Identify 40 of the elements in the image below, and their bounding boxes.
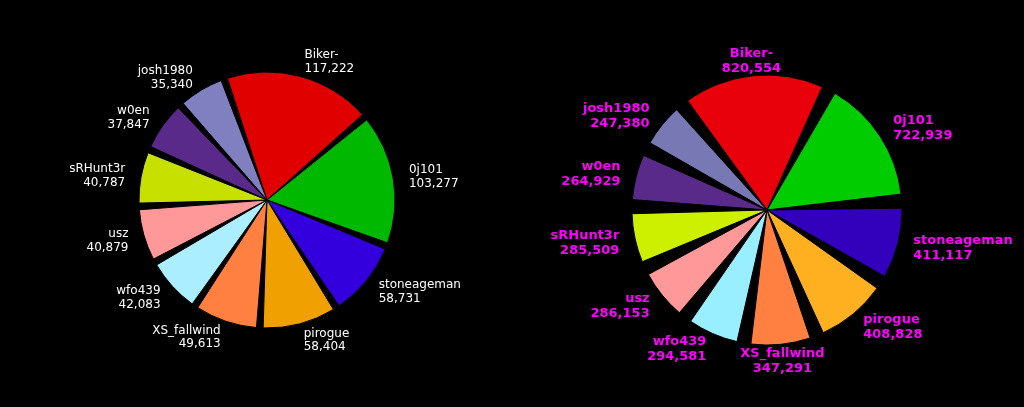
data-label: 820,554 (721, 59, 782, 75)
data-label: 42,083 (118, 297, 161, 312)
slice-label: w0en (581, 158, 621, 174)
slice-label: XS_fallwind (152, 322, 221, 337)
data-label: 103,277 (408, 176, 459, 191)
slice-label: Biker- (729, 44, 774, 60)
data-label: 294,581 (647, 348, 707, 364)
data-label: 285,509 (560, 241, 620, 257)
slice-label: pirogue (863, 311, 920, 327)
data-label: 37,847 (107, 116, 150, 131)
slice-label: stoneageman (378, 277, 461, 292)
data-label: 35,340 (150, 76, 193, 91)
slice-label: usz (108, 225, 129, 240)
slice-label: Biker- (304, 47, 339, 62)
data-label: 264,929 (561, 173, 621, 189)
data-label: 247,380 (590, 115, 650, 131)
slice-label: usz (625, 290, 650, 306)
data-label: 117,222 (304, 61, 355, 76)
slice-label: sRHunt3r (69, 160, 126, 175)
slice-label: 0j101 (893, 112, 934, 128)
data-label: 58,404 (303, 339, 346, 354)
slice-label: sRHunt3r (550, 226, 620, 242)
data-label: 722,939 (893, 127, 953, 143)
slice-label: pirogue (303, 325, 350, 340)
data-label: 49,613 (178, 336, 221, 351)
data-label: 40,787 (83, 174, 126, 189)
slice-label: wfo439 (116, 283, 161, 298)
slice-label: 0j101 (408, 162, 443, 177)
slice-label: josh1980 (136, 62, 193, 77)
data-label: 40,879 (86, 239, 129, 254)
data-label: 408,828 (863, 326, 923, 342)
slice-label: josh1980 (581, 100, 650, 116)
data-label: 347,291 (752, 360, 813, 376)
data-label: 411,117 (913, 247, 973, 263)
data-label: 286,153 (590, 305, 650, 321)
slice-label: w0en (117, 102, 150, 117)
data-label: 58,731 (378, 291, 421, 306)
slice-label: XS_fallwind (740, 345, 825, 362)
slice-label: stoneageman (913, 232, 1013, 248)
slice-label: wfo439 (652, 333, 707, 349)
